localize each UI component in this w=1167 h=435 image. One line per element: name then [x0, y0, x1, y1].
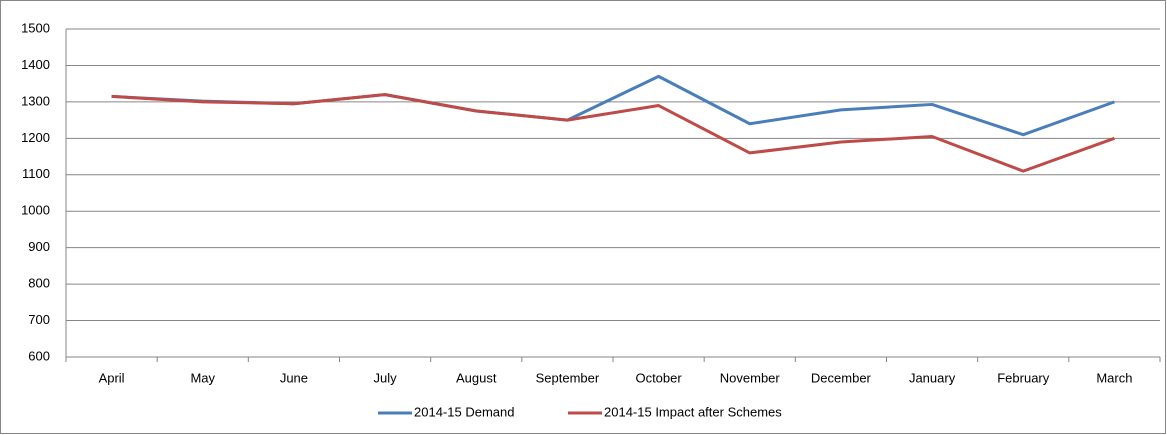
x-tick-label: December: [811, 370, 872, 385]
y-tick-label: 1300: [21, 93, 50, 108]
y-tick-label: 1500: [21, 20, 50, 35]
x-tick-label: January: [909, 370, 956, 385]
x-tick-label: September: [536, 370, 600, 385]
legend-label: 2014-15 Demand: [414, 404, 514, 419]
x-tick-label: March: [1096, 370, 1132, 385]
y-tick-label: 1000: [21, 203, 50, 218]
x-tick-label: June: [280, 370, 308, 385]
x-tick-label: November: [720, 370, 781, 385]
y-tick-label: 600: [28, 348, 50, 363]
y-tick-label: 900: [28, 239, 50, 254]
x-tick-label: May: [190, 370, 215, 385]
y-tick-label: 700: [28, 312, 50, 327]
y-tick-label: 1200: [21, 130, 50, 145]
x-tick-label: April: [99, 370, 125, 385]
legend-label: 2014-15 Impact after Schemes: [604, 404, 782, 419]
series-line: [111, 93, 1115, 173]
y-tick-label: 1100: [22, 166, 50, 181]
x-tick-label: August: [456, 370, 497, 385]
x-tick-label: October: [635, 370, 682, 385]
y-tick-label: 800: [28, 276, 50, 291]
x-tick-label: February: [997, 370, 1050, 385]
x-tick-label: July: [374, 370, 398, 385]
y-tick-label: 1400: [21, 57, 50, 72]
